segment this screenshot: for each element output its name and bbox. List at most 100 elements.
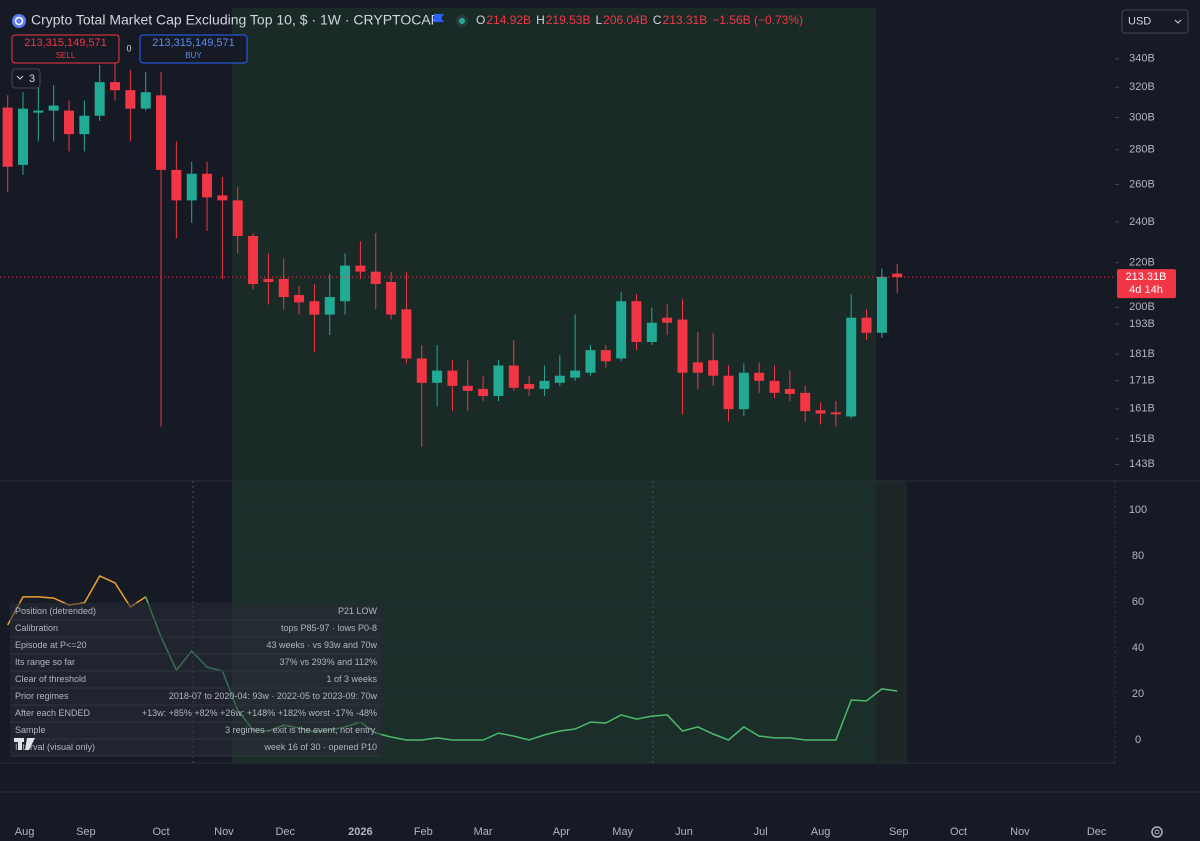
currency-dropdown[interactable] (1121, 9, 1189, 34)
regime-zone (232, 8, 876, 481)
sell-label: SELL (56, 51, 76, 60)
row-value: +13w: +85% +82% +26w: +148% +182% worst … (142, 708, 377, 718)
x-tick-label: Dec (275, 826, 295, 838)
candle-body (355, 265, 366, 272)
row-value: tops P85-97 · lows P0-8 (281, 623, 377, 633)
sell-price: 213,315,149,571 (24, 37, 107, 49)
candle-body (478, 388, 489, 396)
flag-icon[interactable] (434, 14, 444, 22)
row-value: 37% vs 293% and 112% (280, 657, 377, 667)
dropdown-arrow (1174, 19, 1182, 24)
logo-part (25, 738, 35, 750)
candle-body (570, 370, 581, 378)
x-tick-label: Apr (553, 826, 570, 838)
x-tick-label: Oct (152, 826, 169, 838)
row-value: 3 regimes · exit is the event, not entry… (225, 725, 377, 735)
y-tick-label: 220B (1129, 257, 1155, 269)
candle-body (370, 271, 381, 284)
candle-body (508, 365, 519, 388)
candle-body (585, 350, 596, 373)
x-tick-label: Mar (474, 826, 493, 838)
x-tick-label: Jun (675, 826, 693, 838)
candle-body (846, 317, 857, 417)
symbol-logo (12, 14, 26, 28)
y-tick-label: 240B (1129, 216, 1155, 228)
candle-body (754, 372, 765, 381)
candle-body (416, 358, 427, 383)
table-background (10, 603, 381, 756)
candle-body (278, 278, 289, 298)
x-tick-label: Sep (76, 826, 96, 838)
y-tick-label: 280B (1129, 144, 1155, 156)
candle-body (401, 309, 412, 359)
candle-body (769, 380, 780, 393)
buy-button[interactable] (139, 34, 248, 64)
x-tick-label: May (612, 826, 633, 838)
candle-body (2, 107, 13, 167)
row-value: 1 of 3 weeks (326, 674, 377, 684)
candle-body (324, 297, 335, 315)
candle-body (876, 276, 887, 333)
ohlc-value: 206.04B (603, 13, 648, 27)
change: −1.56B (−0.73%) (712, 13, 803, 27)
row-label: Calibration (15, 623, 58, 633)
candle-body (708, 360, 719, 376)
ohlc-key: L (595, 13, 602, 27)
candle-body (94, 82, 105, 116)
row-label: After each ENDED (15, 708, 91, 718)
candle-body (738, 372, 749, 410)
ohlc-key: O (476, 13, 485, 27)
settings-icon[interactable] (1151, 826, 1163, 838)
candle-body (340, 265, 351, 302)
y-tick-label: 143B (1129, 458, 1155, 470)
candle-body (800, 392, 811, 412)
candle-body (554, 375, 565, 383)
row-value: P21 LOW (338, 606, 378, 616)
y-tick-label: 0 (1135, 734, 1141, 746)
y-tick-label: 171B (1129, 375, 1155, 387)
row-label: Episode at P<=20 (15, 640, 87, 650)
candle-body (202, 173, 213, 198)
ohlc-key: C (653, 13, 662, 27)
candle-body (815, 410, 826, 414)
indicator-count: 3 (29, 73, 35, 85)
candle-body (892, 273, 903, 278)
ohlc-value: 213.31B (663, 13, 708, 27)
plot-area: 143B 151B 161B 171B 181B 193B 200B 220B 240B 260B… (0, 53, 1176, 838)
x-tick-label: Feb (414, 826, 433, 838)
chart-title: Crypto Total Market Cap Excluding Top 10… (31, 12, 440, 28)
candle-body (48, 105, 59, 111)
sell-button[interactable] (11, 34, 120, 64)
y-tick-label: 300B (1129, 111, 1155, 123)
candle-body (386, 281, 397, 315)
candle-body (646, 322, 657, 343)
candle-body (447, 370, 458, 386)
candle-body (186, 173, 197, 201)
x-tick-label: Dec (1087, 826, 1107, 838)
row-value: 2018-07 to 2020-04: 93w · 2022-05 to 202… (169, 691, 378, 701)
toggle-arrow (16, 75, 24, 80)
candle-body (232, 200, 243, 236)
candle-body (18, 108, 29, 165)
candle-body (64, 110, 75, 135)
x-tick-label: Oct (950, 826, 967, 838)
ohlc-value: 214.92B (486, 13, 531, 27)
last-price-badge (1117, 269, 1176, 299)
candle-body (616, 301, 627, 359)
indicators-toggle[interactable] (11, 68, 41, 89)
candle-body (462, 385, 473, 391)
row-label: Position (detrended) (15, 606, 96, 616)
last-price-label: 213.31B (1126, 271, 1167, 283)
x-tick-label: Aug (15, 826, 35, 838)
candle-body (539, 380, 550, 389)
x-tick-label: Jul (754, 826, 768, 838)
settings-icon (1154, 829, 1160, 835)
y-tick-label: 193B (1129, 318, 1155, 330)
buy-price: 213,315,149,571 (152, 37, 235, 49)
candle-body (692, 362, 703, 373)
x-tick-label: Sep (889, 826, 909, 838)
logo-part (18, 738, 22, 750)
candle-body (784, 388, 795, 394)
candle-body (677, 319, 688, 373)
